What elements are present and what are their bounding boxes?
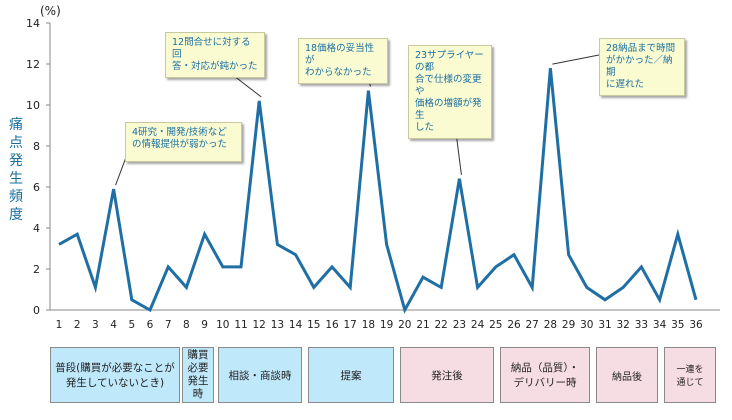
x-tick-label: 16: [325, 319, 339, 331]
x-tick-label: 20: [398, 319, 411, 331]
y-axis-label-char: 度: [9, 207, 23, 223]
callout-23: 23サプライヤーの都 合で仕様の変更や 価格の増額が発生 した: [408, 45, 492, 139]
x-tick-label: 21: [416, 319, 429, 331]
phase-throughout: 一連を 通じて: [664, 347, 716, 403]
phase-delivery: 納品（品質）・ デリバリー時: [500, 347, 590, 403]
y-axis-label-char: 痛: [9, 117, 23, 133]
x-tick-label: 18: [362, 319, 375, 331]
series-line: [58, 67, 698, 314]
y-tick-label: 8: [33, 140, 40, 153]
callout-leader-line: [552, 54, 600, 65]
y-tick-label: 0: [33, 304, 40, 317]
y-unit-label: (%): [40, 4, 61, 18]
phase-purchase-need: 購買 必要 発生 時: [182, 347, 214, 403]
y-tick-label: 4: [33, 222, 40, 235]
y-axis-label-char: 生: [9, 171, 23, 187]
x-tick-label: 25: [489, 319, 502, 331]
x-tick-label: 36: [689, 319, 703, 331]
x-tick-label: 32: [617, 319, 630, 331]
phase-normal: 普段(購買が必要なことが 発生していないとき): [50, 347, 180, 403]
phase-after-order: 発注後: [400, 347, 494, 403]
x-tick-label: 31: [598, 319, 611, 331]
y-tick-label: 12: [26, 58, 40, 71]
x-tick-label: 17: [344, 319, 357, 331]
x-tick-label: 12: [253, 319, 266, 331]
x-tick-label: 1: [56, 319, 63, 331]
x-tick-label: 14: [289, 319, 303, 331]
x-tick-label: 3: [92, 319, 99, 331]
x-tick-label: 13: [271, 319, 284, 331]
x-tick-label: 30: [580, 319, 593, 331]
y-axis-label-char: 発: [9, 153, 23, 169]
x-tick-label: 11: [234, 319, 247, 331]
x-tick-label: 9: [201, 319, 208, 331]
x-tick-label: 4: [110, 319, 117, 331]
x-tick-label: 26: [507, 319, 521, 331]
callout-18: 18価格の妥当性が わからなかった: [298, 38, 388, 84]
x-tick-label: 34: [653, 319, 667, 331]
y-tick-label: 6: [33, 181, 40, 194]
x-tick-label: 8: [183, 319, 190, 331]
y-tick-label: 2: [33, 263, 40, 276]
x-tick-label: 23: [453, 319, 466, 331]
callout-4: 4研究・開発/技術など の情報提供が弱かった: [125, 122, 242, 162]
x-tick-label: 35: [671, 319, 684, 331]
phase-after-delivery: 納品後: [596, 347, 658, 403]
x-tick-label: 27: [526, 319, 539, 331]
callout-12: 12問合せに対する回 答・対応が鈍かった: [165, 32, 265, 78]
x-tick-label: 28: [544, 319, 557, 331]
x-tick-label: 15: [307, 319, 320, 331]
x-tick-label: 22: [435, 319, 448, 331]
y-tick-label: 14: [26, 17, 40, 30]
phase-consultation: 相談・商談時: [218, 347, 302, 403]
x-tick-label: 7: [165, 319, 172, 331]
x-tick-label: 29: [562, 319, 575, 331]
phase-proposal: 提案: [308, 347, 394, 403]
x-tick-label: 6: [147, 319, 154, 331]
x-tick-label: 33: [635, 319, 648, 331]
y-axis-label-char: 点: [9, 135, 23, 151]
x-tick-label: 24: [471, 319, 485, 331]
y-axis-label-char: 頻: [9, 189, 23, 205]
x-tick-label: 10: [216, 319, 229, 331]
x-tick-label: 19: [380, 319, 393, 331]
y-tick-label: 10: [26, 99, 40, 112]
callout-28: 28納品まで時間 がかかった／納期 に遅れた: [599, 38, 685, 96]
x-tick-label: 2: [74, 319, 81, 331]
x-tick-label: 5: [128, 319, 135, 331]
